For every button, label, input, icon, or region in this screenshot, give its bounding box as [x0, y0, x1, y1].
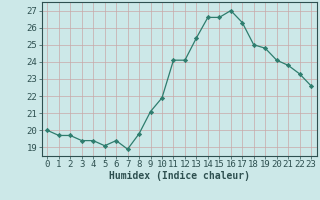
X-axis label: Humidex (Indice chaleur): Humidex (Indice chaleur) — [109, 171, 250, 181]
